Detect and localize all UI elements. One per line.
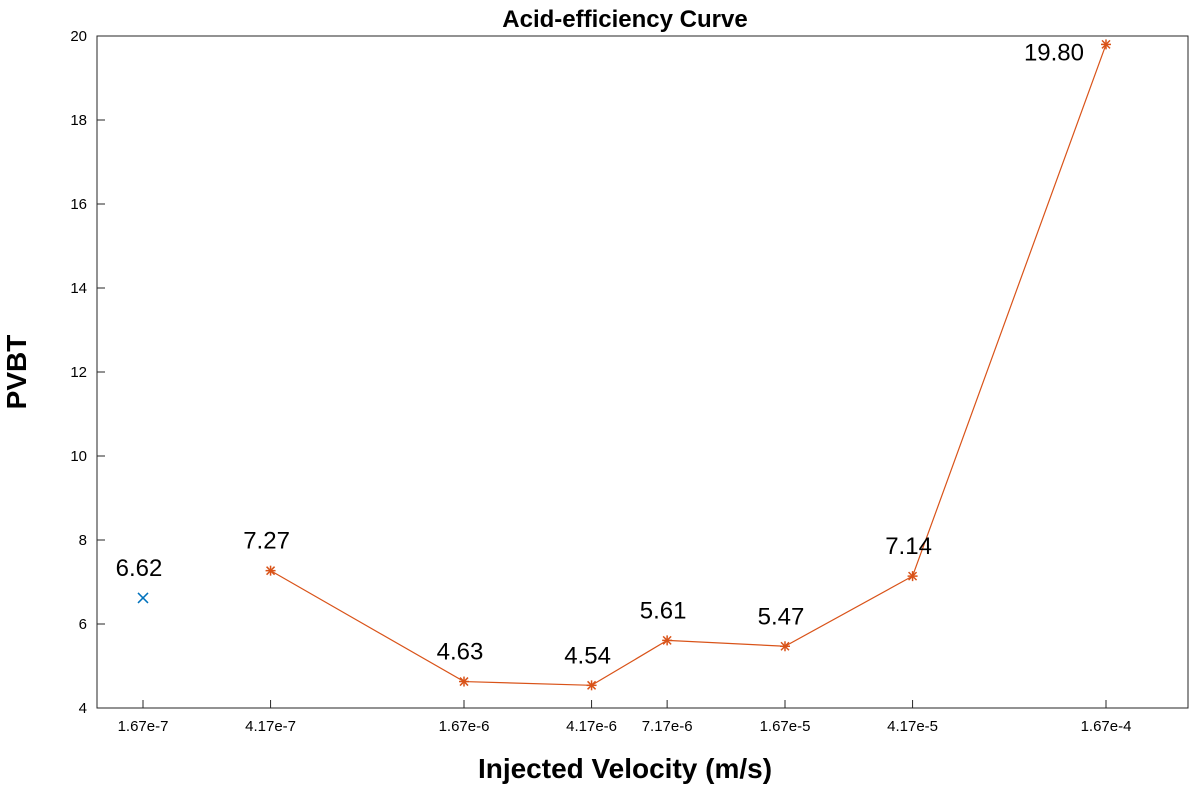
data-point-marker xyxy=(662,635,673,646)
x-tick-label: 4.17e-6 xyxy=(566,718,617,735)
data-point-marker xyxy=(780,641,790,652)
data-point-marker xyxy=(1101,39,1111,50)
y-tick-label: 18 xyxy=(70,112,87,129)
data-label: 6.62 xyxy=(116,555,163,582)
y-tick-label: 16 xyxy=(70,196,87,213)
chart-title: Acid-efficiency Curve xyxy=(502,6,747,33)
data-label: 7.27 xyxy=(243,528,290,555)
data-label: 19.80 xyxy=(1024,39,1084,66)
y-tick-label: 8 xyxy=(79,532,87,549)
series-line xyxy=(270,44,1107,686)
y-tick-label: 4 xyxy=(79,700,87,717)
x-axis: 1.67e-7 4.17e-7 1.67e-6 4.17e-6 7.17e-6 1.67e… xyxy=(118,700,1132,735)
x-tick-label: 4.17e-5 xyxy=(887,718,938,735)
data-label: 7.14 xyxy=(885,533,932,560)
x-tick-label: 1.67e-6 xyxy=(439,718,490,735)
data-label: 5.61 xyxy=(640,597,687,624)
x-tick-label: 1.67e-4 xyxy=(1081,718,1132,735)
data-labels: 6.62 7.27 4.63 4.54 5.61 5.47 7.14 19.80 xyxy=(116,39,1084,669)
data-point-marker xyxy=(265,565,276,576)
x-axis-title: Injected Velocity (m/s) xyxy=(478,753,772,784)
y-tick-label: 10 xyxy=(70,448,87,465)
data-point-marker xyxy=(137,592,149,604)
y-axis-title: PVBT xyxy=(1,335,32,410)
data-label: 4.63 xyxy=(437,639,484,666)
data-label: 5.47 xyxy=(758,603,805,630)
y-axis: 4 6 8 10 12 14 16 18 20 xyxy=(70,28,105,717)
x-tick-label: 1.67e-5 xyxy=(760,718,811,735)
y-tick-label: 20 xyxy=(70,28,87,45)
y-tick-label: 14 xyxy=(70,280,87,297)
series-layer xyxy=(137,39,1111,691)
data-point-marker xyxy=(459,676,469,687)
data-point-marker xyxy=(586,680,597,691)
data-point-marker xyxy=(907,571,918,582)
y-tick-label: 12 xyxy=(70,364,87,381)
x-tick-label: 1.67e-7 xyxy=(118,718,169,735)
x-tick-label: 4.17e-7 xyxy=(245,718,296,735)
x-tick-label: 7.17e-6 xyxy=(642,718,693,735)
y-tick-label: 6 xyxy=(79,616,87,633)
data-label: 4.54 xyxy=(564,642,611,669)
